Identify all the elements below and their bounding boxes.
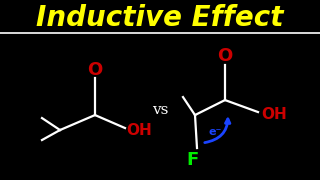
Text: O: O xyxy=(217,47,233,65)
Text: F: F xyxy=(186,151,198,169)
Text: Inductive Effect: Inductive Effect xyxy=(36,4,284,32)
Text: OH: OH xyxy=(261,107,287,122)
Text: O: O xyxy=(87,61,103,79)
Text: OH: OH xyxy=(126,123,152,138)
Text: e⁻: e⁻ xyxy=(208,127,222,137)
Text: vs: vs xyxy=(152,103,168,117)
FancyArrowPatch shape xyxy=(205,119,230,143)
